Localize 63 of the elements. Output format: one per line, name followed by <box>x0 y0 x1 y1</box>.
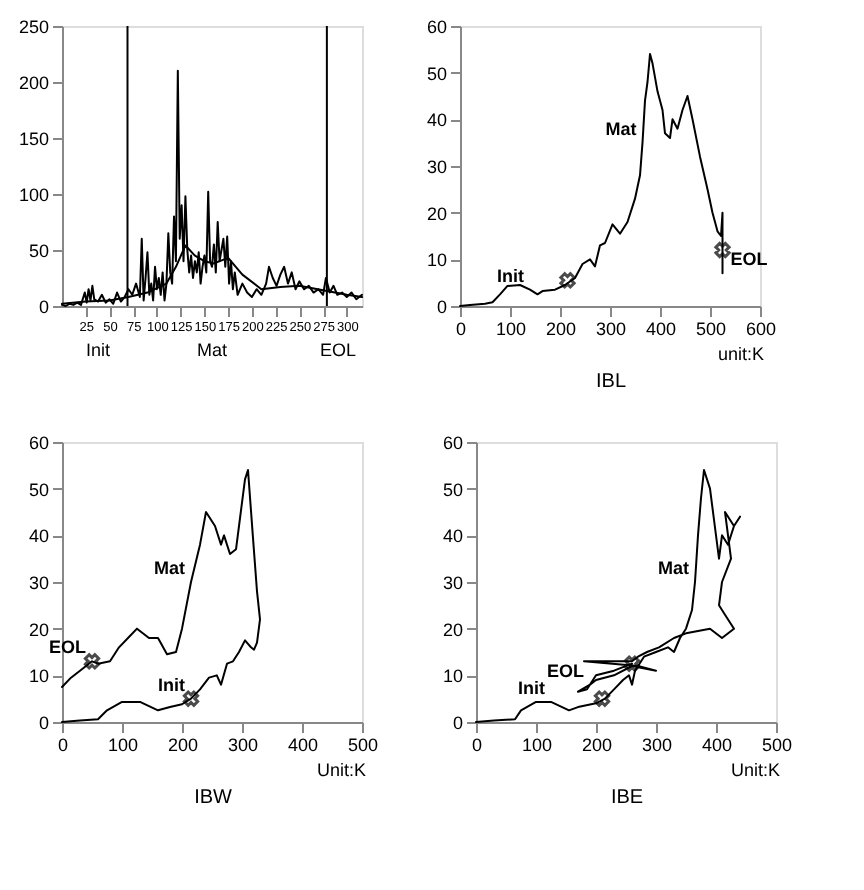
annotation: Init <box>497 265 524 286</box>
y-tick-label: 20 <box>28 619 49 640</box>
x-tick-label: 400 <box>287 735 319 755</box>
annotation: Mat <box>658 558 689 578</box>
y-tick-label: 50 <box>426 63 447 84</box>
y-tick-label: 60 <box>442 433 463 453</box>
annotation: EOL <box>730 249 769 270</box>
y-tick-label: 40 <box>442 526 463 547</box>
x-tick-label: 400 <box>701 735 733 755</box>
x-tick-label: 100 <box>521 735 553 755</box>
y-tick-label: 30 <box>442 573 463 593</box>
x-axis-title: IBL <box>595 371 627 393</box>
y-tick-label: 10 <box>442 666 463 687</box>
y-tick-label: 40 <box>426 110 447 131</box>
text: Unit:K <box>316 760 366 780</box>
text: unit:K <box>717 344 764 364</box>
x-tick-label: 400 <box>645 319 677 339</box>
text: Init <box>85 340 111 360</box>
y-tick-label: 20 <box>426 203 447 224</box>
y-tick-label: 60 <box>28 433 49 453</box>
y-tick-label: 40 <box>28 526 49 547</box>
text: Mat <box>196 340 228 360</box>
y-tick-label: 0 <box>38 297 49 317</box>
y-tick-label: 0 <box>38 713 49 733</box>
x-tick-label: 300 <box>227 735 259 755</box>
x-tick-label: 100 <box>495 319 527 339</box>
x-axis-title: IBE <box>610 787 644 809</box>
x-tick-label: 500 <box>761 735 793 755</box>
y-tick-label: 30 <box>426 157 447 177</box>
y-tick-label: 100 <box>18 185 49 205</box>
annotation: Mat <box>605 118 637 139</box>
y-tick-label: 30 <box>28 573 49 593</box>
text: EOL <box>319 340 357 360</box>
y-tick-label: 150 <box>18 129 49 149</box>
y-tick-label: 20 <box>442 619 463 640</box>
x-tick-label: 300 <box>641 735 673 755</box>
x-tick-label: 200 <box>167 735 199 755</box>
y-tick-label: 60 <box>426 17 447 37</box>
y-tick-label: 50 <box>28 479 49 500</box>
x-tick-label: 500 <box>347 735 379 755</box>
y-tick-label: 10 <box>28 666 49 687</box>
x-axis-title: IBW <box>194 787 234 809</box>
x-tick-label: 0 <box>57 735 69 755</box>
x-tick-label: 100 <box>107 735 139 755</box>
annotation: Mat <box>154 558 185 578</box>
y-tick-label: 50 <box>28 241 49 261</box>
text: Unit:K <box>730 760 780 780</box>
annotation: EOL <box>48 637 87 658</box>
y-tick-label: 0 <box>436 297 447 317</box>
x-tick-label: 600 <box>745 319 777 339</box>
y-tick-label: 200 <box>18 73 49 93</box>
y-tick-label: 0 <box>452 713 463 733</box>
x-tick-label: 500 <box>695 319 727 339</box>
y-tick-label: 10 <box>426 250 447 271</box>
x-tick-label: 300 <box>595 319 627 339</box>
x-tick-label: 200 <box>545 319 577 339</box>
x-tick-label: 0 <box>471 735 483 755</box>
y-tick-label: 50 <box>442 479 463 500</box>
annotation: Init <box>518 677 545 698</box>
x-tick-label: 200 <box>581 735 613 755</box>
annotation: Init <box>158 674 185 695</box>
annotation: EOL <box>546 660 585 681</box>
y-tick-label: 250 <box>18 17 49 37</box>
